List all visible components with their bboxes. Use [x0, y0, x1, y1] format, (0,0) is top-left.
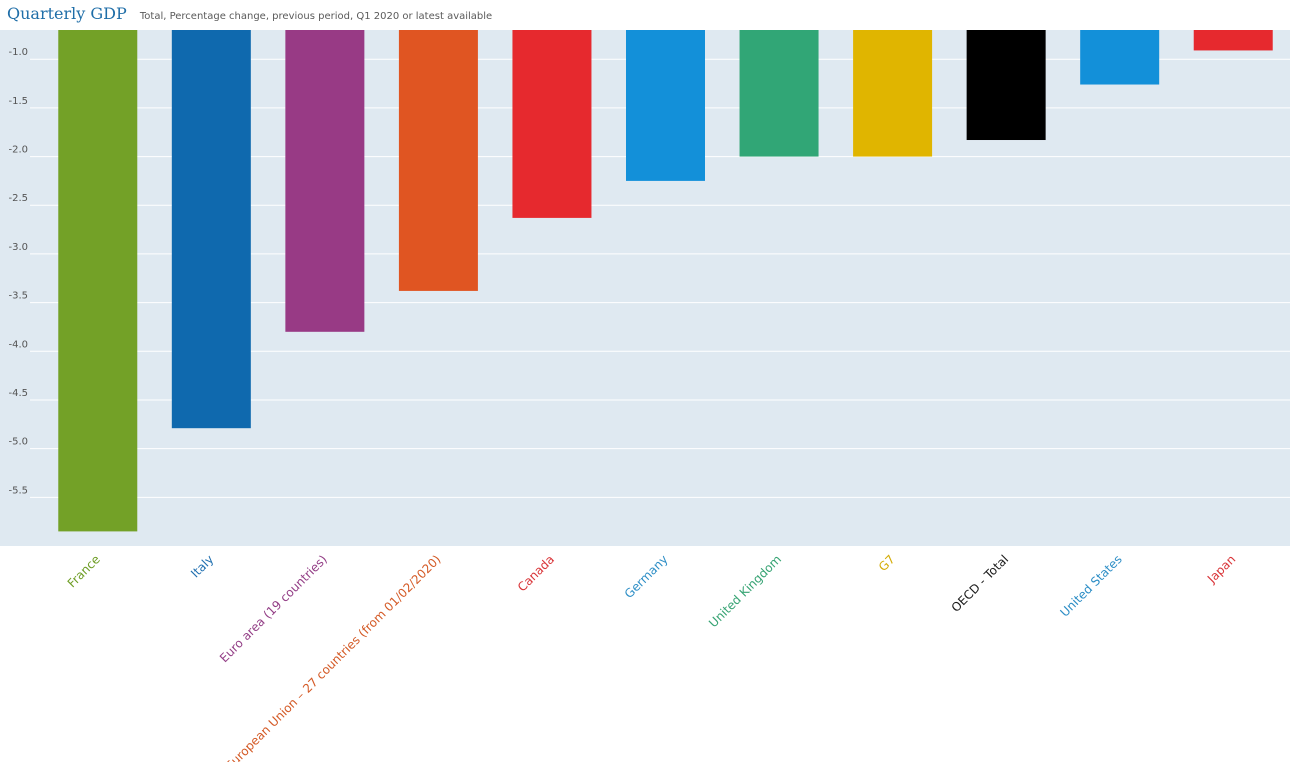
category-label: United States	[1057, 552, 1124, 619]
chart-title: Quarterly GDP	[7, 4, 127, 23]
y-axis-ticks: -1.0 -1.5 -2.0 -2.5 -3.0 -3.5 -4.0 -4.5 -5.0 -5.5	[8, 47, 28, 496]
y-tick-label: -4.0	[8, 339, 28, 350]
bar[interactable]	[626, 30, 705, 181]
category-label: Japan	[1204, 552, 1238, 586]
bar[interactable]	[285, 30, 365, 332]
bar[interactable]	[171, 30, 251, 429]
category-label: Germany	[622, 552, 671, 601]
y-tick-label: -1.5	[8, 96, 28, 107]
y-tick-label: -1.0	[8, 47, 28, 58]
y-tick-label: -2.5	[8, 193, 28, 204]
bar[interactable]	[1193, 30, 1273, 51]
bar[interactable]	[58, 30, 138, 532]
category-label: OECD - Total	[949, 552, 1012, 615]
chart-header: Quarterly GDP Total, Percentage change, …	[7, 4, 492, 26]
y-tick-label: -2.0	[8, 145, 28, 156]
y-tick-label: -3.0	[8, 242, 28, 253]
y-tick-label: -5.0	[8, 437, 28, 448]
category-label: Euro area (19 countries)	[217, 552, 330, 665]
category-label: United Kingdom	[706, 552, 784, 630]
category-label: France	[65, 552, 103, 590]
category-label: Italy	[188, 552, 216, 580]
bar[interactable]	[398, 30, 478, 291]
y-tick-label: -3.5	[8, 291, 28, 302]
bar[interactable]	[512, 30, 592, 218]
category-label: G7	[876, 552, 898, 574]
bar[interactable]	[853, 30, 933, 157]
category-label: European Union – 27 countries (from 01/0…	[223, 552, 444, 762]
bar[interactable]	[966, 30, 1046, 141]
y-tick-label: -4.5	[8, 388, 28, 399]
bar[interactable]	[739, 30, 819, 157]
bar[interactable]	[1080, 30, 1160, 85]
chart-subtitle: Total, Percentage change, previous perio…	[139, 11, 493, 22]
y-tick-label: -5.5	[8, 485, 28, 496]
bars	[58, 30, 1273, 532]
category-labels: France Italy Euro area (19 countries)Europ…	[65, 552, 1239, 762]
category-label: Canada	[515, 552, 557, 594]
